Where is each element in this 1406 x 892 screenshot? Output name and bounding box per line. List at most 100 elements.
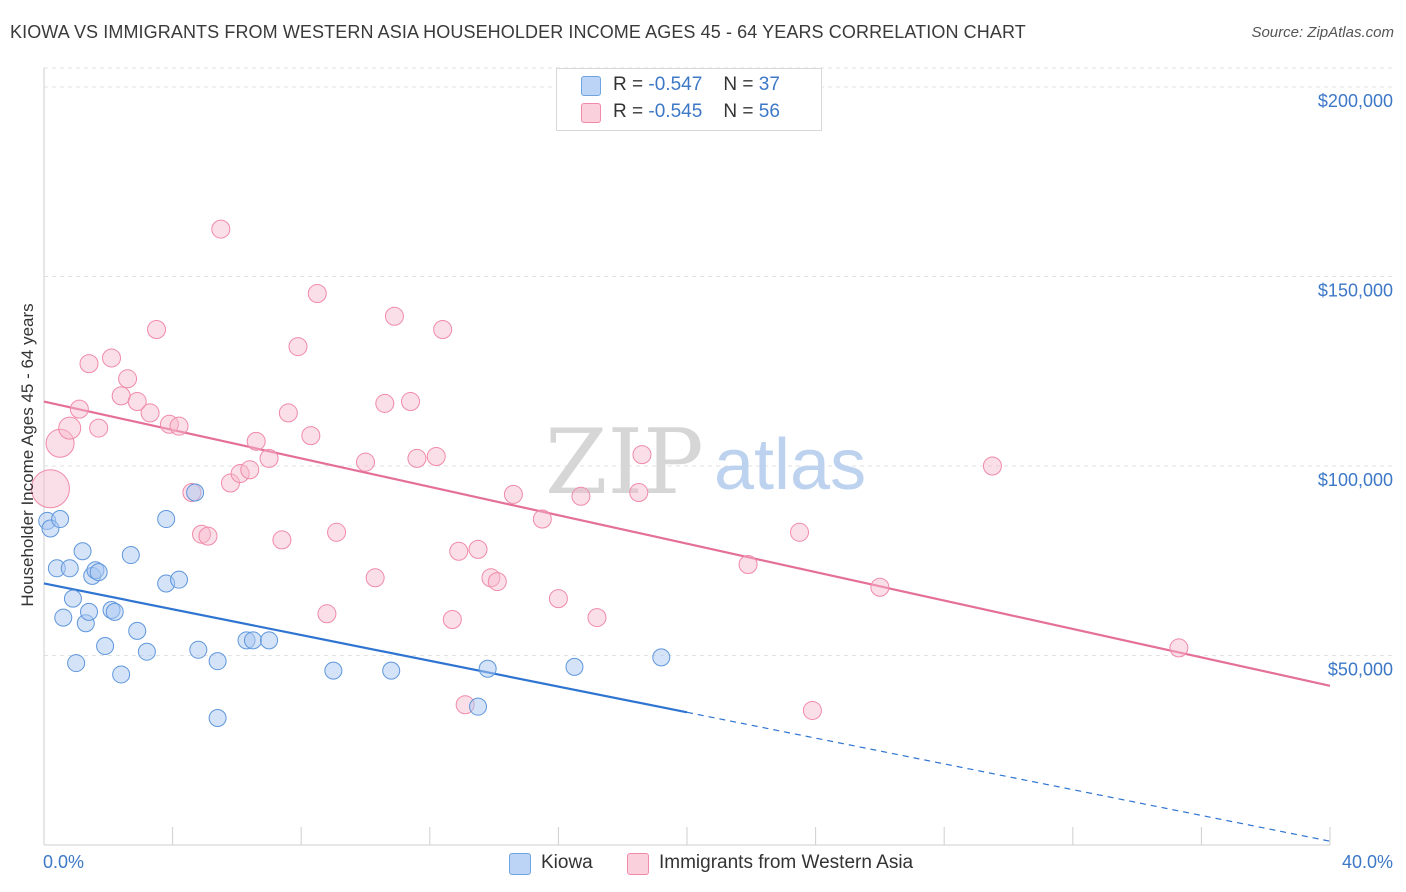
point-immigrants (58, 416, 82, 440)
point-kiowa (324, 661, 343, 680)
legend-r-value-kiowa: -0.547 (648, 74, 703, 95)
point-immigrants (192, 524, 212, 544)
point-immigrants (127, 392, 147, 412)
point-immigrants (230, 464, 250, 484)
x-tick-label-max: 40.0% (1341, 852, 1393, 872)
trend-line-kiowa-extrapolated (686, 711, 1331, 842)
point-immigrants (159, 414, 179, 434)
point-kiowa (208, 709, 227, 728)
point-kiowa (137, 642, 156, 661)
legend-n-label: N = (723, 101, 754, 122)
point-immigrants (790, 522, 810, 542)
point-immigrants (278, 403, 298, 423)
point-immigrants (375, 393, 395, 413)
point-immigrants (532, 509, 552, 529)
point-immigrants (102, 348, 122, 368)
point-immigrants (802, 700, 822, 720)
point-immigrants (365, 568, 385, 588)
watermark-atlas: atlas (714, 425, 866, 505)
source-attribution: Source: ZipAtlas.com (1251, 24, 1394, 41)
point-immigrants (982, 456, 1002, 476)
point-immigrants (481, 568, 501, 588)
bottom-legend-label-immigrants: Immigrants from Western Asia (659, 852, 914, 873)
point-immigrants (69, 399, 89, 419)
point-kiowa (112, 665, 131, 684)
point-kiowa (121, 546, 140, 565)
point-kiowa (157, 510, 176, 529)
trend-lines (43, 400, 1331, 842)
legend-n-label: N = (723, 74, 754, 95)
point-immigrants (407, 448, 427, 468)
legend-swatch-immigrants (581, 103, 601, 123)
y-tick-label: $100,000 (1318, 470, 1393, 490)
legend-r-label: R = (613, 74, 644, 95)
point-kiowa (96, 637, 115, 656)
point-immigrants (118, 369, 138, 389)
point-kiowa (186, 483, 205, 502)
point-kiowa (652, 648, 671, 667)
point-immigrants (442, 609, 462, 629)
legend-r-label: R = (613, 101, 644, 122)
legend-r-value-immigrants: -0.545 (648, 101, 703, 122)
point-immigrants (272, 530, 292, 550)
point-immigrants (45, 428, 75, 458)
point-immigrants (401, 392, 421, 412)
point-kiowa (469, 697, 488, 716)
point-immigrants (79, 354, 99, 374)
point-immigrants (571, 486, 591, 506)
legend-n-value-kiowa: 37 (758, 74, 780, 95)
point-immigrants (89, 418, 109, 438)
point-kiowa (80, 602, 99, 621)
y-tick-labels: $50,000 $100,000 $150,000 $200,000 (1318, 91, 1393, 680)
point-immigrants (111, 386, 131, 406)
point-kiowa (67, 654, 86, 673)
point-kiowa (63, 589, 82, 608)
point-immigrants (548, 589, 568, 609)
point-immigrants (629, 483, 649, 503)
bottom-legend-label-kiowa: Kiowa (541, 852, 593, 873)
point-immigrants (632, 445, 652, 465)
point-kiowa (128, 621, 147, 640)
chart-title: KIOWA VS IMMIGRANTS FROM WESTERN ASIA HO… (10, 22, 1026, 42)
bottom-legend-swatch-kiowa (509, 853, 531, 875)
axes (43, 68, 1331, 846)
y-tick-label: $150,000 (1318, 280, 1393, 300)
point-immigrants (317, 604, 337, 624)
point-kiowa (60, 559, 79, 578)
point-immigrants (147, 320, 167, 340)
point-kiowa (208, 652, 227, 671)
point-immigrants (259, 448, 279, 468)
point-immigrants (307, 284, 327, 304)
point-immigrants (384, 306, 404, 326)
legend-n-value-immigrants: 56 (758, 101, 780, 122)
point-kiowa (382, 661, 401, 680)
point-kiowa (89, 563, 108, 582)
point-immigrants (468, 539, 488, 559)
point-immigrants (169, 416, 189, 436)
point-immigrants (301, 426, 321, 446)
correlation-legend: R = -0.547 N = 37 R = -0.545 N = 56 (556, 68, 822, 131)
point-immigrants (449, 541, 469, 561)
data-points (30, 219, 1189, 728)
point-immigrants (356, 452, 375, 472)
point-immigrants (211, 219, 231, 239)
point-immigrants (503, 484, 523, 504)
point-immigrants (587, 608, 607, 628)
x-tick-label-min: 0.0% (43, 852, 85, 872)
point-kiowa (51, 510, 70, 529)
point-immigrants (288, 337, 308, 357)
point-kiowa (189, 640, 208, 659)
point-immigrants (198, 526, 218, 546)
y-axis-label: Householder Income Ages 45 - 64 years (18, 303, 37, 607)
point-kiowa (105, 602, 124, 621)
point-kiowa (54, 608, 73, 627)
point-immigrants (426, 447, 446, 466)
point-kiowa (565, 657, 584, 676)
point-immigrants (140, 403, 160, 423)
point-kiowa (243, 631, 262, 650)
point-immigrants (1169, 638, 1189, 658)
y-tick-label: $50,000 (1328, 659, 1393, 679)
point-immigrants (738, 555, 758, 575)
y-tick-label: $200,000 (1318, 91, 1393, 111)
